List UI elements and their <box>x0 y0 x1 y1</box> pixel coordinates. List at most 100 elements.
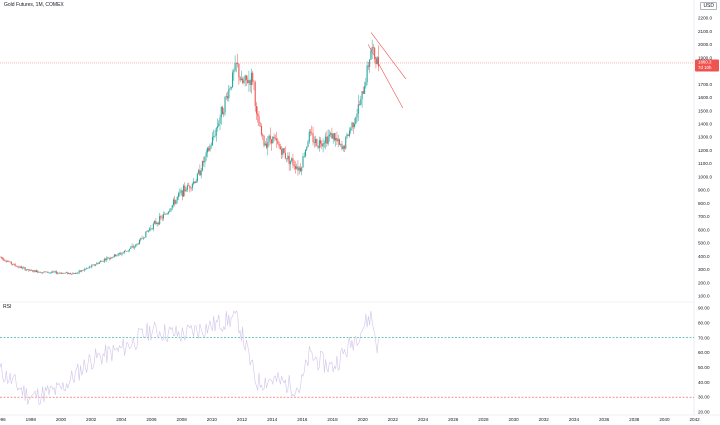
candle-body <box>194 181 196 184</box>
candle-body <box>3 258 5 261</box>
candle-body <box>291 158 293 161</box>
candle-body <box>342 146 344 149</box>
candle-body <box>49 272 51 274</box>
candle-body <box>221 106 224 115</box>
candle-body <box>355 117 357 124</box>
candle-body <box>347 134 349 136</box>
candle-body <box>61 273 63 274</box>
candle-body <box>214 135 216 137</box>
candle-body <box>359 104 361 105</box>
candle-body <box>242 78 244 83</box>
candle-body <box>122 252 124 254</box>
candle-body <box>244 75 246 81</box>
candle-body <box>369 59 371 67</box>
candle-body <box>29 270 31 271</box>
candle-body <box>38 271 40 273</box>
candle-body <box>89 266 92 268</box>
candle-body <box>137 243 139 245</box>
candle-body <box>337 139 339 142</box>
candle-body <box>106 257 108 261</box>
candle-body <box>144 237 146 238</box>
candle-body <box>172 199 175 206</box>
candle-body <box>159 216 161 225</box>
candle-body <box>117 253 119 256</box>
rsi-indicator-label[interactable]: RSI <box>3 304 12 310</box>
candle-body <box>308 131 310 142</box>
candle-body <box>343 146 346 149</box>
time-tick-label: 2014 <box>267 417 278 422</box>
candle-body <box>33 270 35 272</box>
candle-body <box>22 267 24 269</box>
candle-body <box>325 136 327 144</box>
candle-body <box>15 265 17 267</box>
candle-body <box>0 256 1 258</box>
candle-body <box>81 270 83 272</box>
currency-label[interactable]: USD <box>700 2 717 10</box>
candle-body <box>73 273 75 274</box>
time-tick-label: 2024 <box>418 417 429 422</box>
candle-body <box>67 272 69 275</box>
candle-body <box>39 271 41 273</box>
time-tick-label: 2022 <box>388 417 399 422</box>
candle-body <box>6 261 9 262</box>
candle-body <box>262 134 264 136</box>
candle-body <box>69 273 71 274</box>
candle-body <box>229 88 231 90</box>
candle-body <box>195 181 197 184</box>
candle-body <box>210 145 212 146</box>
candle-body <box>277 140 279 144</box>
candle-body <box>162 214 164 219</box>
candle-body <box>297 166 299 171</box>
candle-body <box>27 269 29 270</box>
candle-body <box>224 96 226 113</box>
candle-body <box>4 260 6 262</box>
candle-body <box>161 217 163 219</box>
candle-body <box>92 264 94 266</box>
candle-body <box>179 192 181 194</box>
candle-body <box>201 161 203 171</box>
candle-body <box>365 82 367 87</box>
candle-body <box>5 260 7 262</box>
candle-body <box>44 271 46 273</box>
candle-body <box>185 189 187 192</box>
candle-body <box>331 133 333 139</box>
time-tick-label: 1996 <box>0 417 6 422</box>
candle-body <box>315 139 317 144</box>
candle-body <box>278 143 280 147</box>
rsi-tick-label: 20.00 <box>698 410 710 415</box>
candlestick-series <box>0 39 379 276</box>
candle-body <box>24 267 26 271</box>
candle-body <box>72 273 74 275</box>
candle-body <box>9 261 11 263</box>
candle-body <box>190 188 192 189</box>
price-tick-label: 1700.0 <box>698 82 712 87</box>
candle-body <box>237 62 239 64</box>
candle-body <box>93 264 95 266</box>
candle-body <box>35 270 38 273</box>
candle-body <box>102 260 104 262</box>
candle-body <box>152 223 154 229</box>
candle-body <box>64 272 66 274</box>
time-tick-label: 2018 <box>327 417 338 422</box>
candle-body <box>91 265 93 268</box>
price-tick-label: 2100.0 <box>698 29 712 34</box>
candle-body <box>206 148 208 153</box>
candle-body <box>174 199 176 205</box>
candle-body <box>145 231 147 238</box>
candle-body <box>62 272 64 274</box>
candle-body <box>377 57 379 67</box>
candle-body <box>292 158 294 165</box>
candle-body <box>149 228 151 231</box>
candle-body <box>78 270 80 273</box>
candle-body <box>58 272 60 274</box>
candle-body <box>54 271 56 273</box>
time-axis: 1996 1998 2000 2002 2004 2006 2008 2010 2012 2014… <box>0 417 700 422</box>
candle-body <box>240 78 242 81</box>
candle-body <box>136 243 138 245</box>
candle-body <box>100 261 102 263</box>
candle-body <box>59 272 61 274</box>
candle-body <box>340 144 342 145</box>
candle-body <box>322 143 324 147</box>
candle-body <box>338 139 341 145</box>
